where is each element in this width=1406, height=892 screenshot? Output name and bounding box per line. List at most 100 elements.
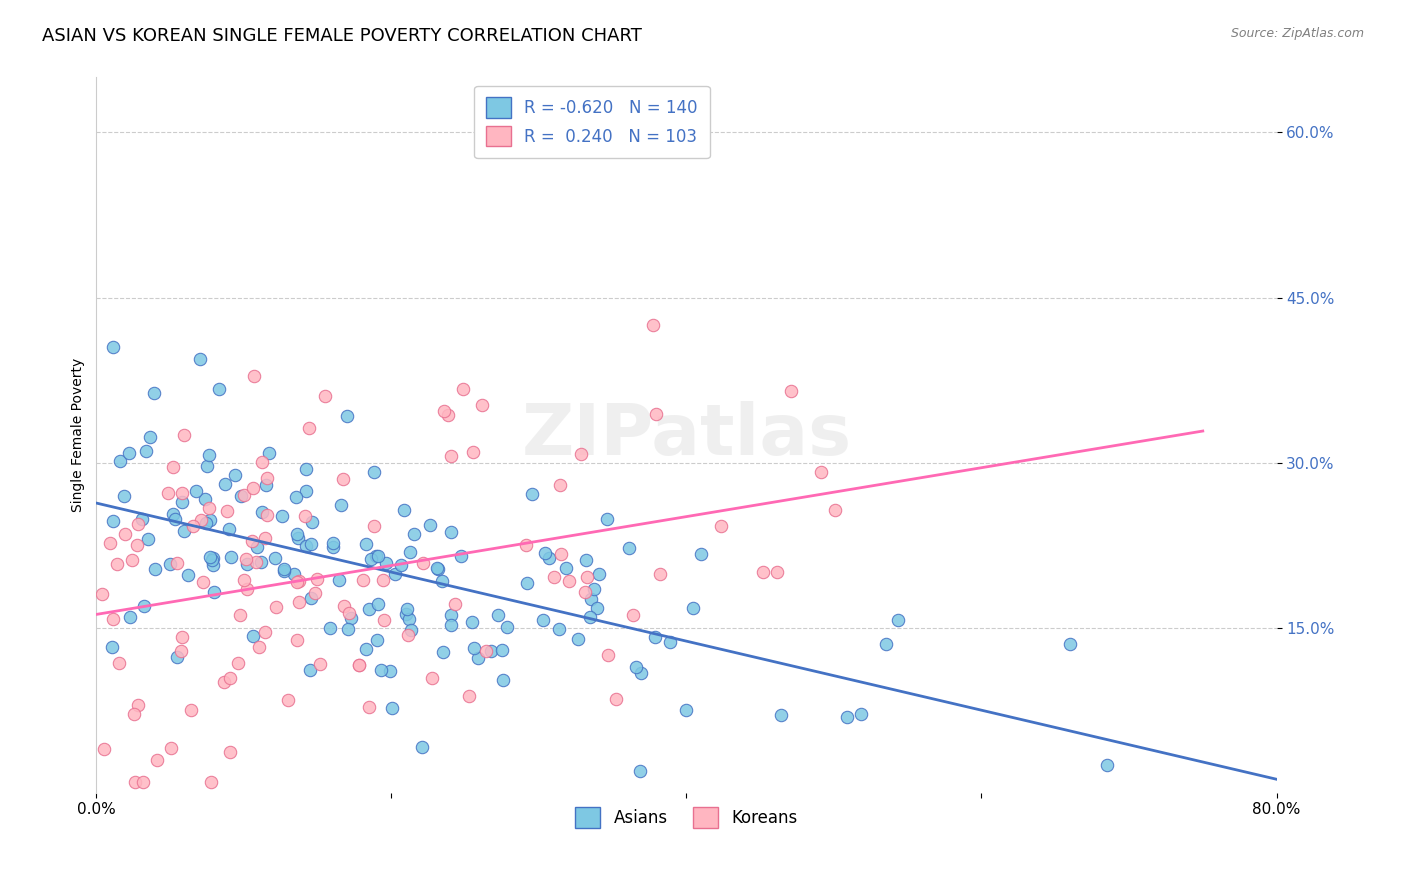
Point xyxy=(101,340,124,354)
Point xyxy=(193,574,215,589)
Point xyxy=(531,613,554,627)
Point xyxy=(195,516,218,530)
Point xyxy=(218,522,240,536)
Point xyxy=(624,660,647,674)
Point xyxy=(295,539,318,553)
Point xyxy=(242,629,264,643)
Point xyxy=(411,740,433,755)
Point xyxy=(682,601,704,615)
Point xyxy=(543,570,565,584)
Point xyxy=(371,573,394,587)
Point xyxy=(217,504,239,518)
Point xyxy=(245,555,267,569)
Point xyxy=(170,485,193,500)
Point xyxy=(322,536,344,550)
Point xyxy=(440,449,463,463)
Point xyxy=(287,595,309,609)
Point xyxy=(354,642,377,657)
Point xyxy=(118,610,141,624)
Point xyxy=(298,663,321,677)
Point xyxy=(139,430,162,444)
Point xyxy=(299,536,322,550)
Point xyxy=(307,572,329,586)
Point xyxy=(347,658,370,673)
Y-axis label: Single Female Poverty: Single Female Poverty xyxy=(72,358,86,512)
Point xyxy=(567,632,589,646)
Point xyxy=(242,368,264,383)
Point xyxy=(1059,637,1081,651)
Point xyxy=(426,561,449,575)
Point xyxy=(127,517,149,532)
Point xyxy=(621,608,644,623)
Point xyxy=(221,550,243,565)
Point xyxy=(617,541,640,556)
Point xyxy=(395,602,418,616)
Point xyxy=(605,691,627,706)
Point xyxy=(875,637,897,651)
Point xyxy=(162,460,184,475)
Point xyxy=(114,489,136,503)
Point xyxy=(538,550,561,565)
Point xyxy=(299,591,322,606)
Point xyxy=(496,620,519,634)
Point xyxy=(357,602,380,616)
Point xyxy=(492,673,515,688)
Point xyxy=(440,618,463,632)
Point xyxy=(194,492,217,507)
Point xyxy=(198,448,221,462)
Point xyxy=(479,644,502,658)
Point xyxy=(287,574,309,589)
Point xyxy=(301,515,323,529)
Point xyxy=(284,490,307,504)
Point xyxy=(135,444,157,458)
Point xyxy=(108,454,131,468)
Point xyxy=(190,512,212,526)
Point xyxy=(586,600,609,615)
Point xyxy=(143,562,166,576)
Point xyxy=(427,562,450,576)
Point xyxy=(752,566,775,580)
Point xyxy=(180,703,202,717)
Point xyxy=(172,494,194,508)
Point xyxy=(550,547,572,561)
Point xyxy=(132,774,155,789)
Point xyxy=(374,556,396,570)
Point xyxy=(295,483,318,498)
Point xyxy=(1095,757,1118,772)
Point xyxy=(254,531,277,545)
Point xyxy=(398,612,420,626)
Point xyxy=(359,700,381,714)
Point xyxy=(433,403,456,417)
Point xyxy=(198,500,221,515)
Point xyxy=(232,574,254,588)
Point xyxy=(354,536,377,550)
Point xyxy=(440,525,463,540)
Point xyxy=(569,446,592,460)
Point xyxy=(114,527,136,541)
Point xyxy=(287,574,309,589)
Point xyxy=(463,641,485,656)
Point xyxy=(450,549,472,563)
Point xyxy=(270,508,292,523)
Point xyxy=(198,513,221,527)
Point xyxy=(824,502,846,516)
Point xyxy=(162,507,184,521)
Point xyxy=(172,631,194,645)
Point xyxy=(247,640,270,654)
Point xyxy=(208,382,231,396)
Point xyxy=(367,597,389,611)
Point xyxy=(263,551,285,566)
Point xyxy=(188,352,211,367)
Point xyxy=(235,552,257,566)
Point xyxy=(138,533,160,547)
Point xyxy=(336,623,359,637)
Point xyxy=(370,663,392,677)
Point xyxy=(285,632,308,647)
Point xyxy=(287,531,309,545)
Point xyxy=(366,632,388,647)
Point xyxy=(336,409,359,424)
Point xyxy=(298,420,321,434)
Point xyxy=(252,455,274,469)
Point xyxy=(461,615,484,629)
Point xyxy=(380,665,402,679)
